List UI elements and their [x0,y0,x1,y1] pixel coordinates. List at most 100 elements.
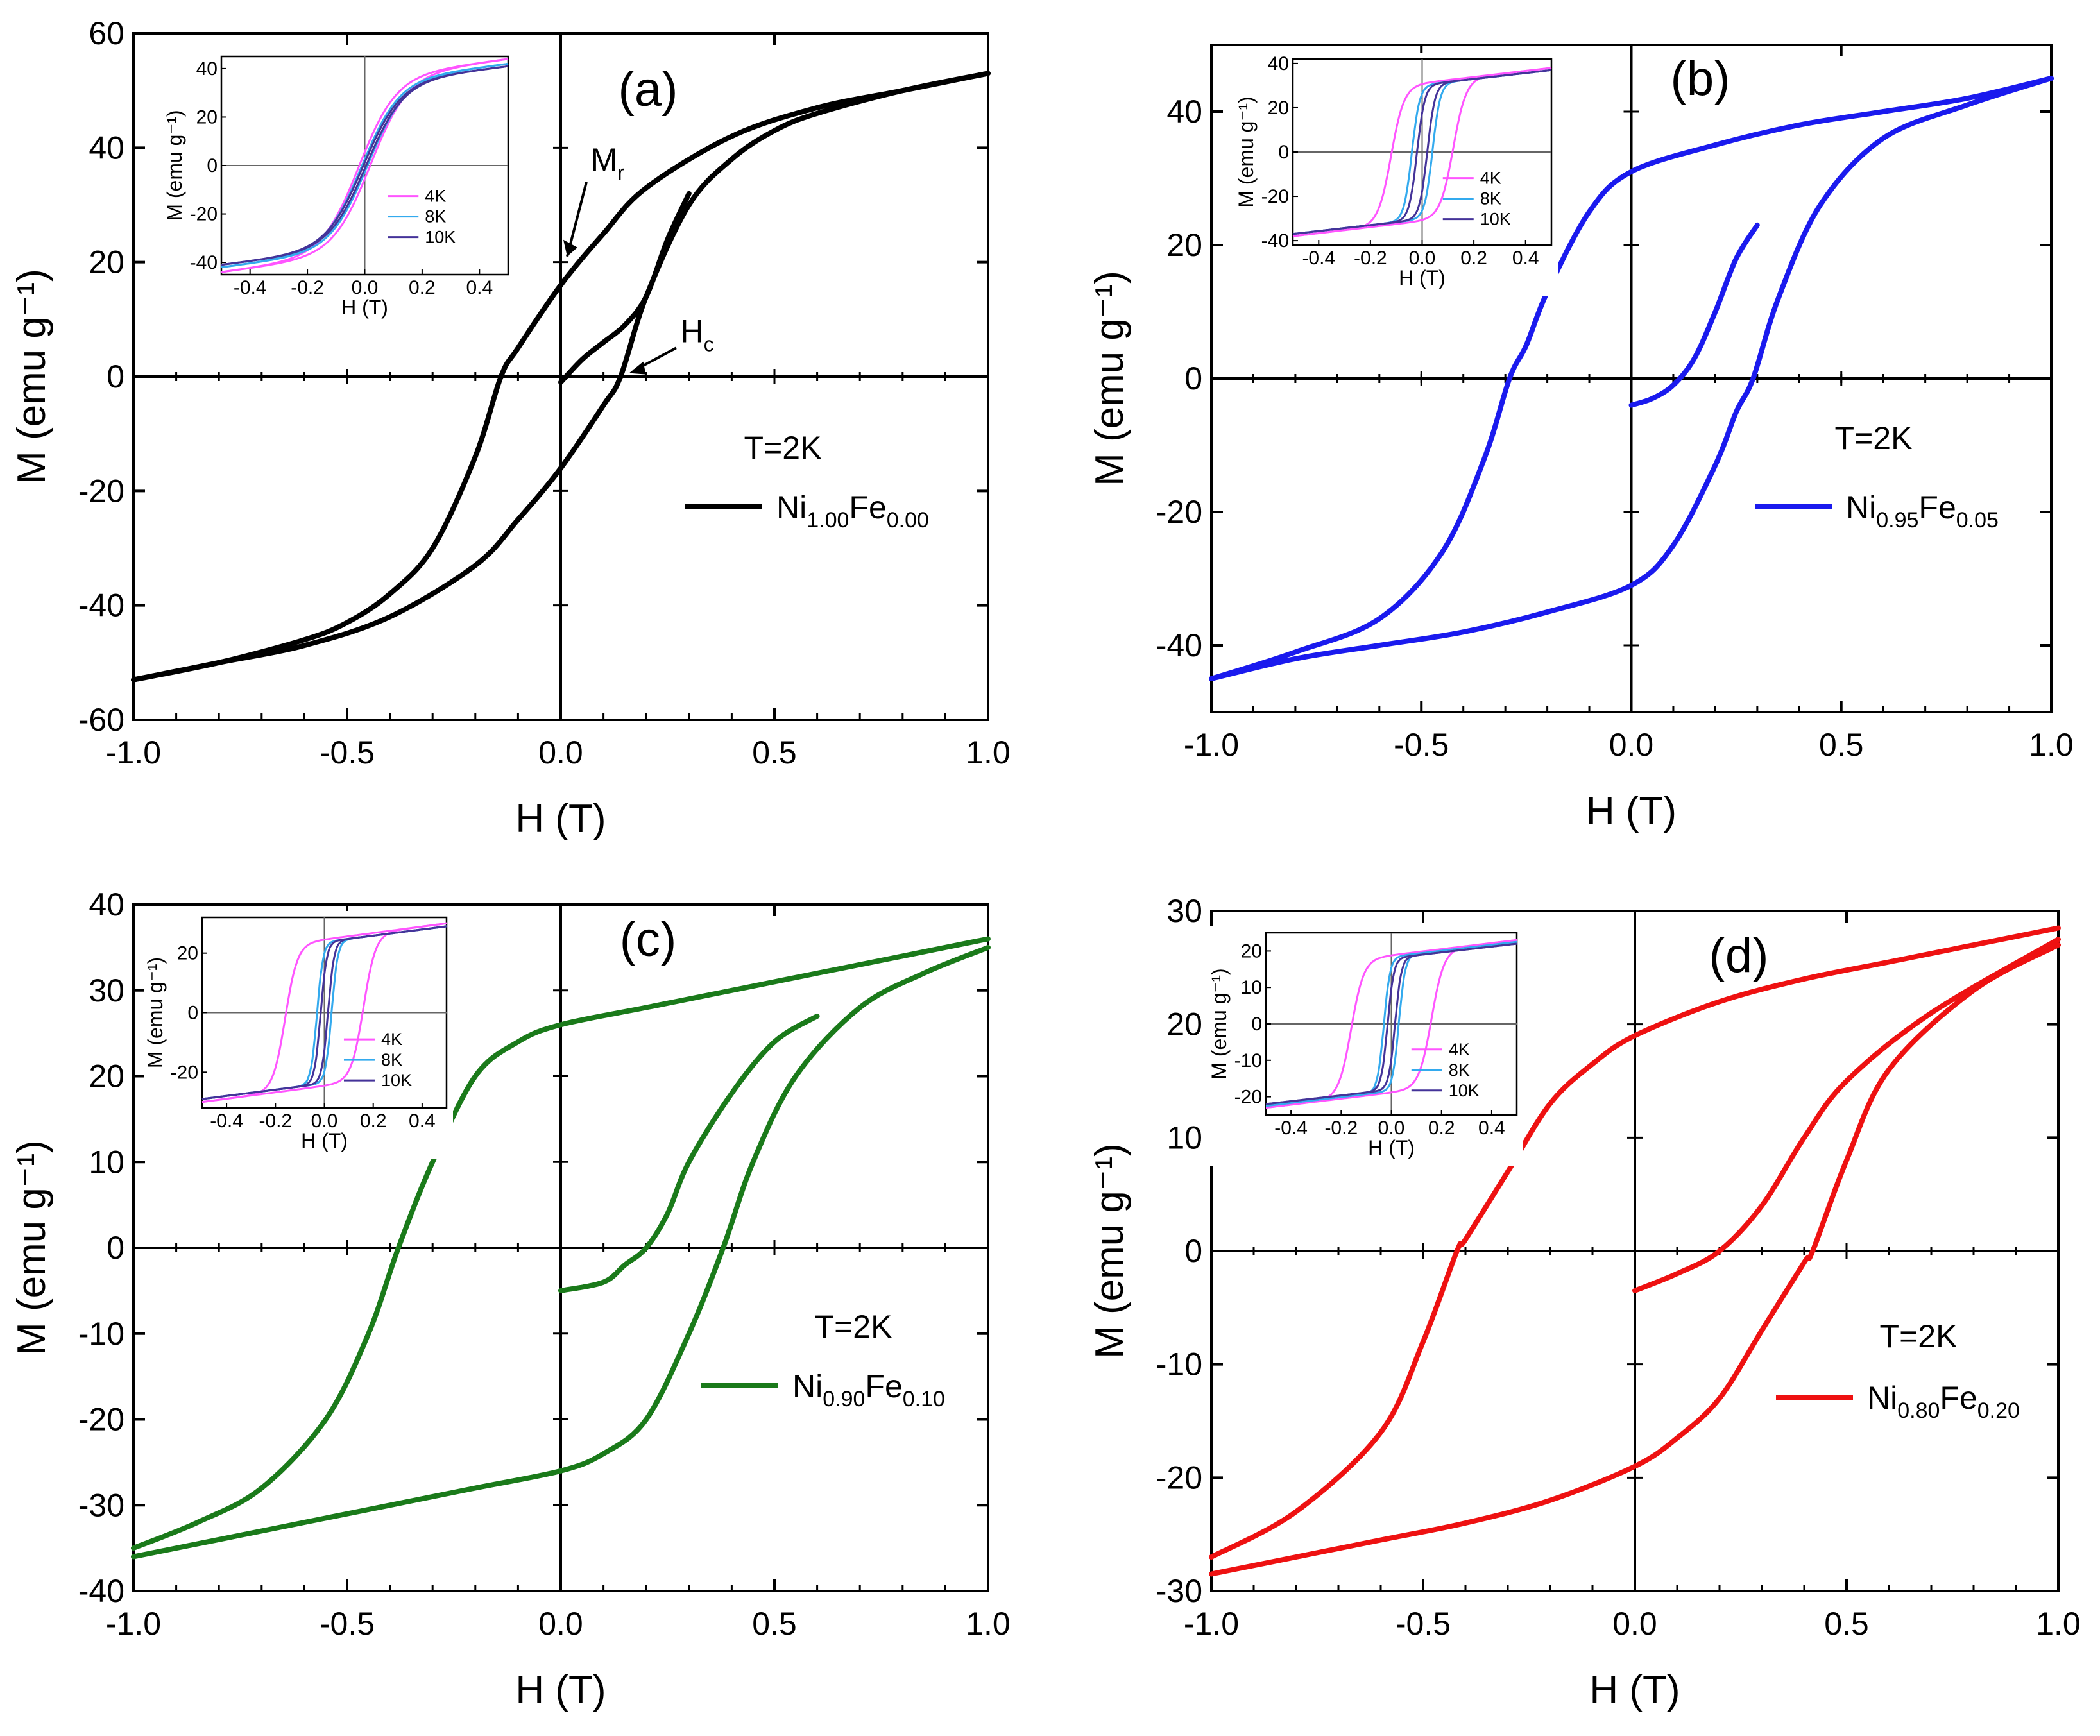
inset-legend-label: 10K [1480,210,1511,229]
inset-x-tick-label: 0.2 [409,277,436,298]
x-tick-label: 0.0 [538,735,583,770]
inset-plot: -0.4 -0.2 0.0 0.2 0.4 -20 -10 0 10 20 H (T) M (emu … [1208,926,1523,1166]
temperature-label: T=2K [744,430,822,466]
inset-curves [221,58,509,273]
hc-annotation: Hc [680,314,713,356]
inset-y-tick-label: -40 [1261,230,1289,251]
inset-curve-10K-descending [1292,69,1552,235]
inset-x-tick-label: -0.4 [1302,248,1335,269]
inset-y-tick-label: 0 [187,1003,198,1024]
legend-label: Ni0.90Fe0.10 [792,1368,945,1411]
panel-label: (c) [620,912,677,967]
mr-annotation: Mr [591,142,625,184]
y-tick-label: -30 [78,1487,124,1523]
inset-x-tick-label: 0.0 [311,1111,338,1132]
inset-x-tick-label: 0.0 [1378,1118,1405,1139]
inset-y-tick-label: 40 [1268,53,1289,74]
x-tick-label: 1.0 [966,735,1011,770]
inset-legend-label: 8K [1449,1060,1470,1080]
inset-y-tick-label: -20 [1234,1087,1262,1108]
inset-x-tick-label: 0.4 [409,1111,436,1132]
inset-x-tick-label: 0.4 [1512,248,1539,269]
panel-label: (b) [1671,51,1730,106]
y-tick-label: 30 [1166,893,1202,929]
inset-x-tick-label: 0.2 [360,1111,387,1132]
inset-plot: -0.4 -0.2 0.0 0.2 0.4 -40 -20 0 20 40 H (T) M (emu … [163,50,515,326]
inset-legend-label: 8K [381,1050,402,1069]
y-tick-label: 20 [1166,227,1202,263]
inset-y-tick-label: 10 [1241,977,1262,998]
y-tick-label: 30 [89,973,124,1008]
hc-arrowhead [629,361,646,375]
y-tick-label: -20 [78,1402,124,1438]
y-tick-label: 0 [107,1230,124,1266]
x-tick-label: -0.5 [320,735,375,770]
legend-label: Ni0.95Fe0.05 [1846,489,1999,532]
x-tick-label: 0.5 [752,735,797,770]
inset-x-title: H (T) [301,1129,348,1152]
inset-x-tick-label: -0.2 [291,277,324,298]
x-tick-label: -1.0 [1184,727,1239,763]
inset-curves [1292,67,1552,237]
inset-background [164,50,515,326]
inset-y-tick-label: 0 [207,155,218,176]
x-tick-label: 1.0 [2029,727,2074,763]
inset-y-tick-label: -20 [190,204,218,225]
curve-ascending-branch [1209,942,2061,1577]
x-tick-label: -0.5 [1396,1606,1451,1642]
inset-curve-10K-descending [1265,942,1517,1105]
panel-label: (a) [619,62,678,117]
panel-b: -1.0 -0.5 0.0 0.5 1.0 -40 -20 0 20 40 H (T) M (emu … [1088,44,2074,833]
x-tick-label: 0.0 [538,1606,583,1642]
y-tick-label: 0 [107,359,124,395]
y-tick-label: -20 [1156,1459,1202,1495]
temperature-label: T=2K [1880,1318,1958,1354]
hysteresis-curves [1209,925,2061,1577]
inset-curve-4K-descending [201,922,447,1103]
curve-ascending-branch [131,944,991,1560]
inset-legend-label: 4K [381,1030,402,1049]
curve-initial-curve [1628,222,1760,408]
x-tick-label: -1.0 [106,1606,161,1642]
x-tick-label: -1.0 [1184,1606,1239,1642]
inset-x-tick-label: 0.0 [1409,248,1436,269]
inset-legend-label: 4K [1449,1040,1470,1059]
curve-initial-curve [1632,937,2061,1293]
curve-initial-curve [558,191,692,385]
inset-plot: -0.4 -0.2 0.0 0.2 0.4 -40 -20 0 20 40 H (T) M (emu … [1234,53,1558,296]
inset-x-tick-label: -0.2 [1354,248,1387,269]
inset-y-tick-label: 20 [177,943,198,964]
mr-arrowhead [563,239,577,257]
y-tick-label: 40 [89,130,124,166]
inset-legend-label: 10K [1449,1081,1480,1100]
y-tick-label: -40 [78,1573,124,1609]
x-axis-title: H (T) [515,1668,606,1712]
inset-x-tick-label: -0.4 [210,1111,243,1132]
y-tick-label: -20 [78,473,124,509]
inset-curve-4K-descending [221,58,509,273]
inset-curve-10K-descending [201,925,447,1100]
x-tick-label: 0.5 [752,1606,797,1642]
panel-d: -1.0 -0.5 0.0 0.5 1.0 -30 -20 -10 0 10 20 30 H (T) M … [1088,893,2081,1712]
inset-x-tick-label: -0.2 [1324,1118,1358,1139]
inset-background [144,911,453,1159]
x-tick-label: 1.0 [2036,1606,2081,1642]
inset-curve-4K-descending [1292,67,1552,237]
inset-y-tick-label: 0 [1251,1014,1262,1035]
y-tick-label: 10 [1166,1119,1202,1155]
temperature-label: T=2K [1835,420,1913,456]
inset-x-tick-label: 0.2 [1428,1118,1455,1139]
inset-legend-label: 10K [425,228,456,247]
y-tick-label: 40 [1166,94,1202,130]
x-tick-label: 0.0 [1609,727,1654,763]
y-tick-label: -10 [1156,1347,1202,1383]
y-tick-label: -40 [78,588,124,624]
hysteresis-curves [131,936,991,1560]
x-tick-label: -0.5 [320,1606,375,1642]
x-tick-label: -0.5 [1394,727,1449,763]
y-axis-title: M (emu g⁻¹) [10,1140,54,1356]
x-tick-label: 0.0 [1612,1606,1657,1642]
inset-x-tick-label: 0.2 [1460,248,1487,269]
curve-ascending-branch [131,71,991,683]
